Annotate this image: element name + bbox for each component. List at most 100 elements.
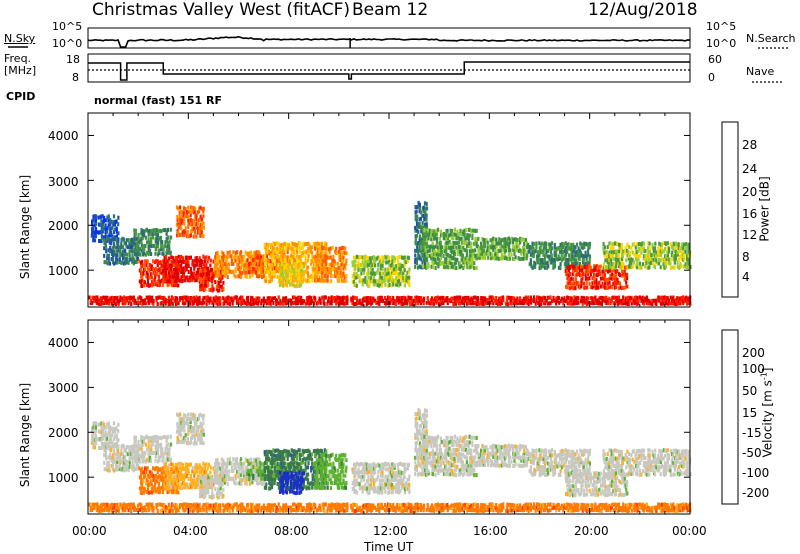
velocity-cell bbox=[357, 467, 360, 472]
power-cell bbox=[389, 263, 392, 268]
power-cell bbox=[482, 248, 485, 253]
velocity-cell bbox=[521, 444, 524, 449]
velocity-cell bbox=[150, 482, 153, 487]
power-cell bbox=[275, 257, 278, 262]
power-cell bbox=[426, 265, 429, 270]
velocity-cell bbox=[418, 441, 422, 446]
power-cell bbox=[218, 275, 221, 280]
velocity-cell bbox=[137, 444, 140, 448]
velocity-cell bbox=[271, 464, 274, 469]
power-cell bbox=[188, 255, 191, 260]
velocity-cell bbox=[495, 444, 498, 449]
power-cell bbox=[283, 254, 286, 259]
power-cell bbox=[177, 254, 180, 259]
power-cell bbox=[192, 275, 195, 280]
velocity-cell bbox=[520, 458, 523, 463]
velocity-cell bbox=[496, 459, 499, 464]
power-cell bbox=[324, 266, 327, 271]
velocity-cell bbox=[395, 474, 398, 479]
velocity-cell bbox=[295, 461, 299, 466]
velocity-cell bbox=[481, 443, 484, 448]
power-cell bbox=[180, 254, 183, 259]
power-cell bbox=[445, 260, 448, 265]
power-cell bbox=[391, 270, 394, 275]
power-cell bbox=[292, 275, 295, 280]
velocity-cell bbox=[195, 441, 198, 446]
velocity-cell bbox=[210, 494, 213, 499]
velocity-cell bbox=[483, 459, 486, 464]
power-cell bbox=[282, 242, 285, 247]
velocity-cell bbox=[117, 422, 120, 427]
velocity-cell bbox=[475, 463, 478, 468]
velocity-cell bbox=[174, 490, 177, 495]
power-cell bbox=[148, 240, 151, 245]
velocity-cell bbox=[477, 460, 480, 465]
velocity-cell bbox=[196, 417, 199, 422]
velocity-cell bbox=[423, 447, 426, 452]
power-cell bbox=[398, 278, 401, 283]
velocity-cell bbox=[395, 471, 398, 476]
velocity-cell bbox=[150, 447, 153, 452]
power-cell bbox=[173, 268, 176, 272]
power-cell bbox=[102, 222, 105, 227]
velocity-cell bbox=[152, 485, 155, 490]
velocity-cell bbox=[269, 452, 272, 457]
velocity-cell bbox=[192, 433, 195, 438]
velocity-cell bbox=[176, 412, 179, 417]
power-cell bbox=[136, 256, 139, 261]
velocity-cell bbox=[134, 439, 137, 444]
power-cell bbox=[357, 274, 360, 279]
velocity-cell bbox=[339, 453, 342, 458]
power-cell bbox=[329, 270, 332, 275]
velocity-cell bbox=[279, 470, 282, 475]
velocity-cell bbox=[503, 448, 506, 453]
power-cell bbox=[302, 264, 306, 269]
velocity-cell bbox=[417, 412, 420, 416]
power-cell bbox=[447, 253, 451, 258]
velocity-cell bbox=[446, 472, 450, 477]
velocity-cell bbox=[237, 481, 240, 486]
velocity-cell bbox=[322, 473, 325, 478]
power-cell bbox=[370, 264, 373, 269]
power-cell bbox=[170, 260, 173, 265]
power-cell bbox=[428, 248, 431, 253]
velocity-cell bbox=[426, 464, 429, 469]
power-cell bbox=[424, 256, 427, 261]
power-cell bbox=[391, 263, 394, 267]
power-cell bbox=[331, 263, 334, 268]
velocity-cell bbox=[420, 436, 423, 441]
power-cell bbox=[390, 267, 394, 272]
power-cell bbox=[198, 279, 201, 284]
velocity-cell bbox=[437, 452, 440, 457]
velocity-cell bbox=[166, 471, 169, 475]
velocity-cell bbox=[179, 439, 182, 444]
velocity-cell bbox=[520, 463, 523, 468]
velocity-cell bbox=[424, 423, 427, 428]
velocity-cell bbox=[431, 439, 434, 444]
velocity-cell bbox=[331, 452, 334, 457]
velocity-cell bbox=[280, 450, 283, 455]
power-cell bbox=[104, 260, 107, 265]
velocity-cell bbox=[516, 445, 519, 449]
power-cell bbox=[312, 275, 316, 279]
power-cell bbox=[361, 267, 364, 272]
power-cell bbox=[421, 213, 424, 218]
velocity-cell bbox=[284, 489, 287, 494]
power-cell bbox=[307, 271, 310, 276]
velocity-cell bbox=[483, 451, 487, 456]
power-cell bbox=[340, 278, 343, 283]
velocity-cell bbox=[387, 482, 390, 487]
power-cell bbox=[92, 218, 95, 223]
velocity-cell bbox=[162, 454, 165, 459]
velocity-cell bbox=[391, 466, 394, 471]
velocity-cell bbox=[418, 471, 421, 476]
velocity-cell bbox=[255, 469, 258, 474]
power-cell bbox=[369, 259, 372, 264]
velocity-cell bbox=[106, 445, 109, 450]
power-cell bbox=[395, 264, 398, 269]
power-cell bbox=[174, 262, 177, 267]
power-cell bbox=[300, 246, 303, 251]
velocity-cell bbox=[215, 478, 218, 483]
power-cell bbox=[408, 267, 411, 272]
velocity-cell bbox=[296, 456, 299, 461]
